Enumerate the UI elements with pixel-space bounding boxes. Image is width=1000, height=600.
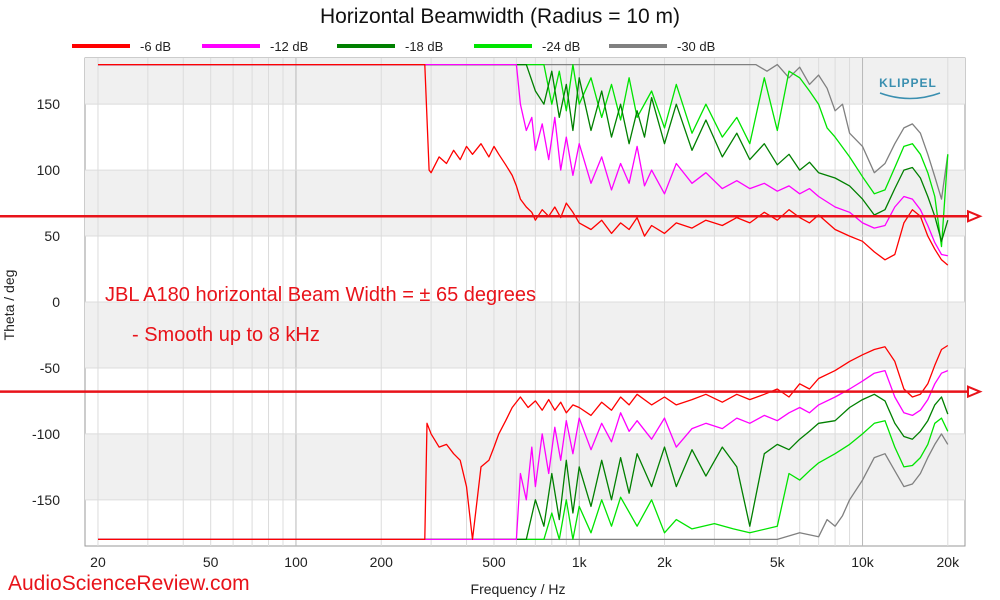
- series-line-12dB-lower: [98, 369, 949, 541]
- x-tick-label: 10k: [851, 554, 875, 570]
- x-tick-label: 5k: [770, 554, 786, 570]
- y-tick-label: -100: [32, 426, 60, 442]
- legend-label: -18 dB: [405, 39, 443, 54]
- series-line-6dB-upper: [98, 63, 949, 266]
- y-band: [85, 433, 965, 500]
- x-tick-label: 1k: [572, 554, 588, 570]
- series-layer: [98, 63, 949, 541]
- series-line-6dB-lower: [98, 344, 949, 541]
- series-line-24dB-upper: [98, 63, 949, 248]
- legend-label: -24 dB: [542, 39, 580, 54]
- x-tick-labels: 20 50 100 200 500 1k 2k 5k 10k 20k: [90, 554, 960, 570]
- chart-legend: -6 dB -12 dB -18 dB -24 dB -30 dB: [72, 39, 715, 54]
- reference-arrow-icon: [967, 209, 983, 223]
- y-tick-label: -50: [40, 360, 60, 376]
- reference-arrow-icon: [967, 385, 983, 399]
- series-line-24dB-lower: [98, 417, 949, 541]
- y-tick-label: 150: [37, 96, 61, 112]
- series-line-18dB-upper: [98, 63, 949, 242]
- y-tick-label: 50: [44, 228, 60, 244]
- y-tick-labels: 150 100 50 0 -50 -100 -150: [32, 96, 60, 508]
- series-line-18dB-lower: [98, 393, 949, 541]
- legend-label: -12 dB: [270, 39, 308, 54]
- x-tick-label: 20k: [937, 554, 961, 570]
- y-axis-label: Theta / deg: [1, 270, 17, 341]
- grid-lines: [85, 58, 965, 546]
- x-tick-label: 50: [203, 554, 219, 570]
- series-line-30dB-lower: [98, 433, 949, 541]
- y-tick-label: 0: [52, 294, 60, 310]
- y-band: [85, 170, 965, 237]
- x-tick-label: 2k: [657, 554, 673, 570]
- klippel-logo: KLIPPEL: [879, 76, 941, 100]
- series-line-30dB-upper: [98, 63, 949, 200]
- watermark: AudioScienceReview.com: [8, 572, 250, 595]
- legend-label: -30 dB: [677, 39, 715, 54]
- x-tick-label: 100: [284, 554, 308, 570]
- chart-title: Horizontal Beamwidth (Radius = 10 m): [320, 5, 680, 28]
- x-tick-label: 500: [482, 554, 506, 570]
- series-line-12dB-upper: [98, 63, 948, 257]
- reference-lines: [0, 209, 983, 399]
- x-tick-label: 200: [370, 554, 394, 570]
- x-axis-label: Frequency / Hz: [471, 581, 566, 597]
- klippel-logo-text: KLIPPEL: [879, 76, 937, 90]
- legend-label: -6 dB: [140, 39, 171, 54]
- x-tick-label: 20: [90, 554, 106, 570]
- y-tick-label: -150: [32, 492, 60, 508]
- annotation-beamwidth: JBL A180 horizontal Beam Width = ± 65 de…: [105, 284, 536, 306]
- y-tick-label: 100: [37, 162, 61, 178]
- klippel-swoosh-icon: [879, 92, 941, 100]
- annotation-smooth: - Smooth up to 8 kHz: [132, 324, 320, 346]
